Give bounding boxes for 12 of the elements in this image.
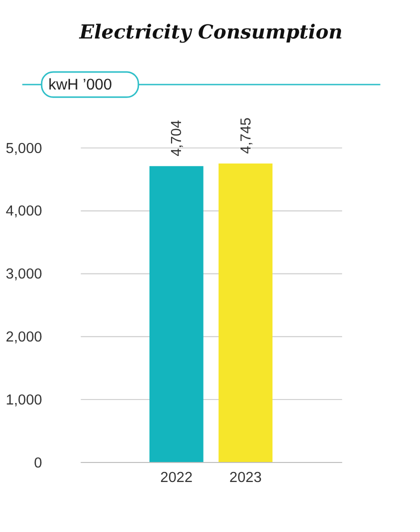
y-axis-title: kwH ’000 <box>48 76 112 94</box>
chart-title: Electricity Consumption <box>78 20 343 44</box>
y-tick-label: 1,000 <box>6 392 42 408</box>
y-tick-label: 2,000 <box>6 329 42 346</box>
y-tick-label: 5,000 <box>6 140 42 157</box>
y-tick-label: 0 <box>34 455 42 472</box>
data-label: 4,704 <box>169 120 186 156</box>
data-label: 4,745 <box>238 118 254 154</box>
y-tick-label: 3,000 <box>6 266 42 283</box>
x-tick-label: 2022 <box>160 470 193 486</box>
x-tick-label: 2023 <box>229 470 262 486</box>
y-tick-label: 4,000 <box>6 204 42 220</box>
